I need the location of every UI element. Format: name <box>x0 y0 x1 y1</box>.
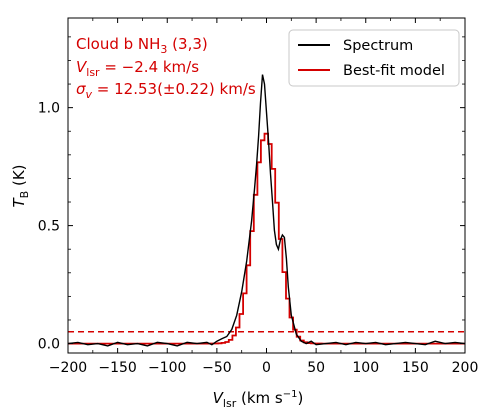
x-tick-label: −50 <box>202 360 232 376</box>
x-tick-label: 200 <box>452 360 479 376</box>
series-spectrum <box>67 74 466 347</box>
series-best-fit-model <box>68 132 465 345</box>
legend-label-model: Best-fit model <box>343 63 445 79</box>
x-tick-label: 50 <box>307 360 325 376</box>
annotation-line-2: Vlsr = −2.4 km/s <box>76 58 199 79</box>
x-ticks: −200 −150 −100 −50 0 50 100 150 200 <box>49 18 479 376</box>
annotation-block: Cloud b NH3 (3,3) Vlsr = −2.4 km/s σv = … <box>76 35 256 101</box>
annotation-line-1: Cloud b NH3 (3,3) <box>76 35 208 56</box>
y-tick-label: 1.0 <box>38 101 60 117</box>
x-tick-label: −100 <box>148 360 186 376</box>
legend-label-spectrum: Spectrum <box>343 38 413 54</box>
y-ticks: 0.0 0.5 1.0 <box>38 36 465 353</box>
y-tick-label: 0.0 <box>38 337 60 353</box>
series-layer <box>67 74 466 347</box>
legend: Spectrum Best-fit model <box>288 29 460 87</box>
x-tick-label: −150 <box>98 360 136 376</box>
x-tick-label: −200 <box>49 360 87 376</box>
x-tick-label: 0 <box>262 360 271 376</box>
y-axis-label: TB (K) <box>10 164 31 207</box>
x-axis-label: Vlsr (km s−1) <box>213 389 304 410</box>
legend-box <box>288 29 460 87</box>
x-tick-label: 100 <box>352 360 379 376</box>
x-tick-label: 150 <box>402 360 429 376</box>
annotation-line-3: σv = 12.53(±0.22) km/s <box>76 80 256 101</box>
y-tick-label: 0.5 <box>38 219 60 235</box>
